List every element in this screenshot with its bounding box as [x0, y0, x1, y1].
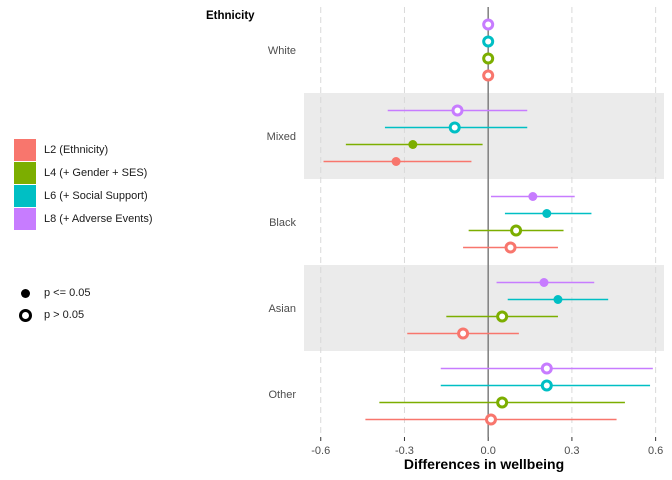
- point-0-3: [457, 327, 470, 340]
- point-2-2: [542, 209, 552, 218]
- x-tick-label-3: 0.3: [564, 445, 579, 457]
- point-1-4: [496, 396, 509, 409]
- legend-item-l6: L6 (+ Social Support): [14, 184, 153, 207]
- legend-label-l2: L2 (Ethnicity): [44, 143, 109, 156]
- filled-dot-icon: [20, 288, 30, 298]
- legend-swatch-l2: [14, 138, 36, 161]
- legend-label-l8: L8 (+ Adverse Events): [44, 212, 153, 225]
- legend-swatch-l4: [14, 161, 36, 184]
- point-1-3: [496, 310, 509, 323]
- point-0-1: [391, 157, 401, 166]
- x-axis-title: Differences in wellbeing: [403, 456, 565, 472]
- point-1-1: [408, 140, 418, 149]
- y-label-asian: Asian: [268, 303, 296, 315]
- band-mixed: [304, 93, 664, 179]
- x-tick-label-2: 0.0: [481, 445, 496, 457]
- strip-title: Ethnicity: [206, 10, 255, 22]
- legend-item-l4: L4 (+ Gender + SES): [14, 161, 153, 184]
- point-1-2: [510, 224, 523, 237]
- x-tick-label-0: -0.6: [311, 445, 330, 457]
- y-label-black: Black: [269, 217, 296, 229]
- y-label-other: Other: [268, 389, 296, 401]
- x-tick-label-1: -0.3: [395, 445, 414, 457]
- hollow-dot-icon: [18, 308, 32, 322]
- point-0-2: [504, 241, 517, 254]
- legend-swatch-l6: [14, 184, 36, 207]
- legend-swatch-l8: [14, 207, 36, 230]
- legend-label-not-significant: p > 0.05: [44, 309, 85, 321]
- x-tick-label-4: 0.6: [648, 445, 663, 457]
- point-2-1: [448, 121, 461, 134]
- legend-label-l4: L4 (+ Gender + SES): [44, 166, 148, 179]
- significance-legend: p <= 0.05 p > 0.05: [14, 282, 91, 326]
- legend-label-l6: L6 (+ Social Support): [44, 189, 148, 202]
- point-0-0: [482, 69, 495, 82]
- model-legend: L2 (Ethnicity) L4 (+ Gender + SES) L6 (+…: [14, 138, 153, 230]
- point-2-3: [553, 295, 563, 304]
- legend-label-significant: p <= 0.05: [44, 287, 91, 299]
- point-3-3: [539, 278, 549, 287]
- point-2-0: [482, 35, 495, 48]
- legend-item-not-significant: p > 0.05: [14, 304, 91, 326]
- y-label-mixed: Mixed: [267, 131, 296, 143]
- point-3-4: [540, 362, 553, 375]
- y-label-white: White: [268, 45, 296, 57]
- point-3-2: [528, 192, 538, 201]
- legend-item-l8: L8 (+ Adverse Events): [14, 207, 153, 230]
- point-3-1: [451, 104, 464, 117]
- legend-item-significant: p <= 0.05: [14, 282, 91, 304]
- point-2-4: [540, 379, 553, 392]
- legend-item-l2: L2 (Ethnicity): [14, 138, 153, 161]
- band-asian: [304, 265, 664, 351]
- point-0-4: [484, 413, 497, 426]
- point-3-0: [482, 18, 495, 31]
- point-1-0: [482, 52, 495, 65]
